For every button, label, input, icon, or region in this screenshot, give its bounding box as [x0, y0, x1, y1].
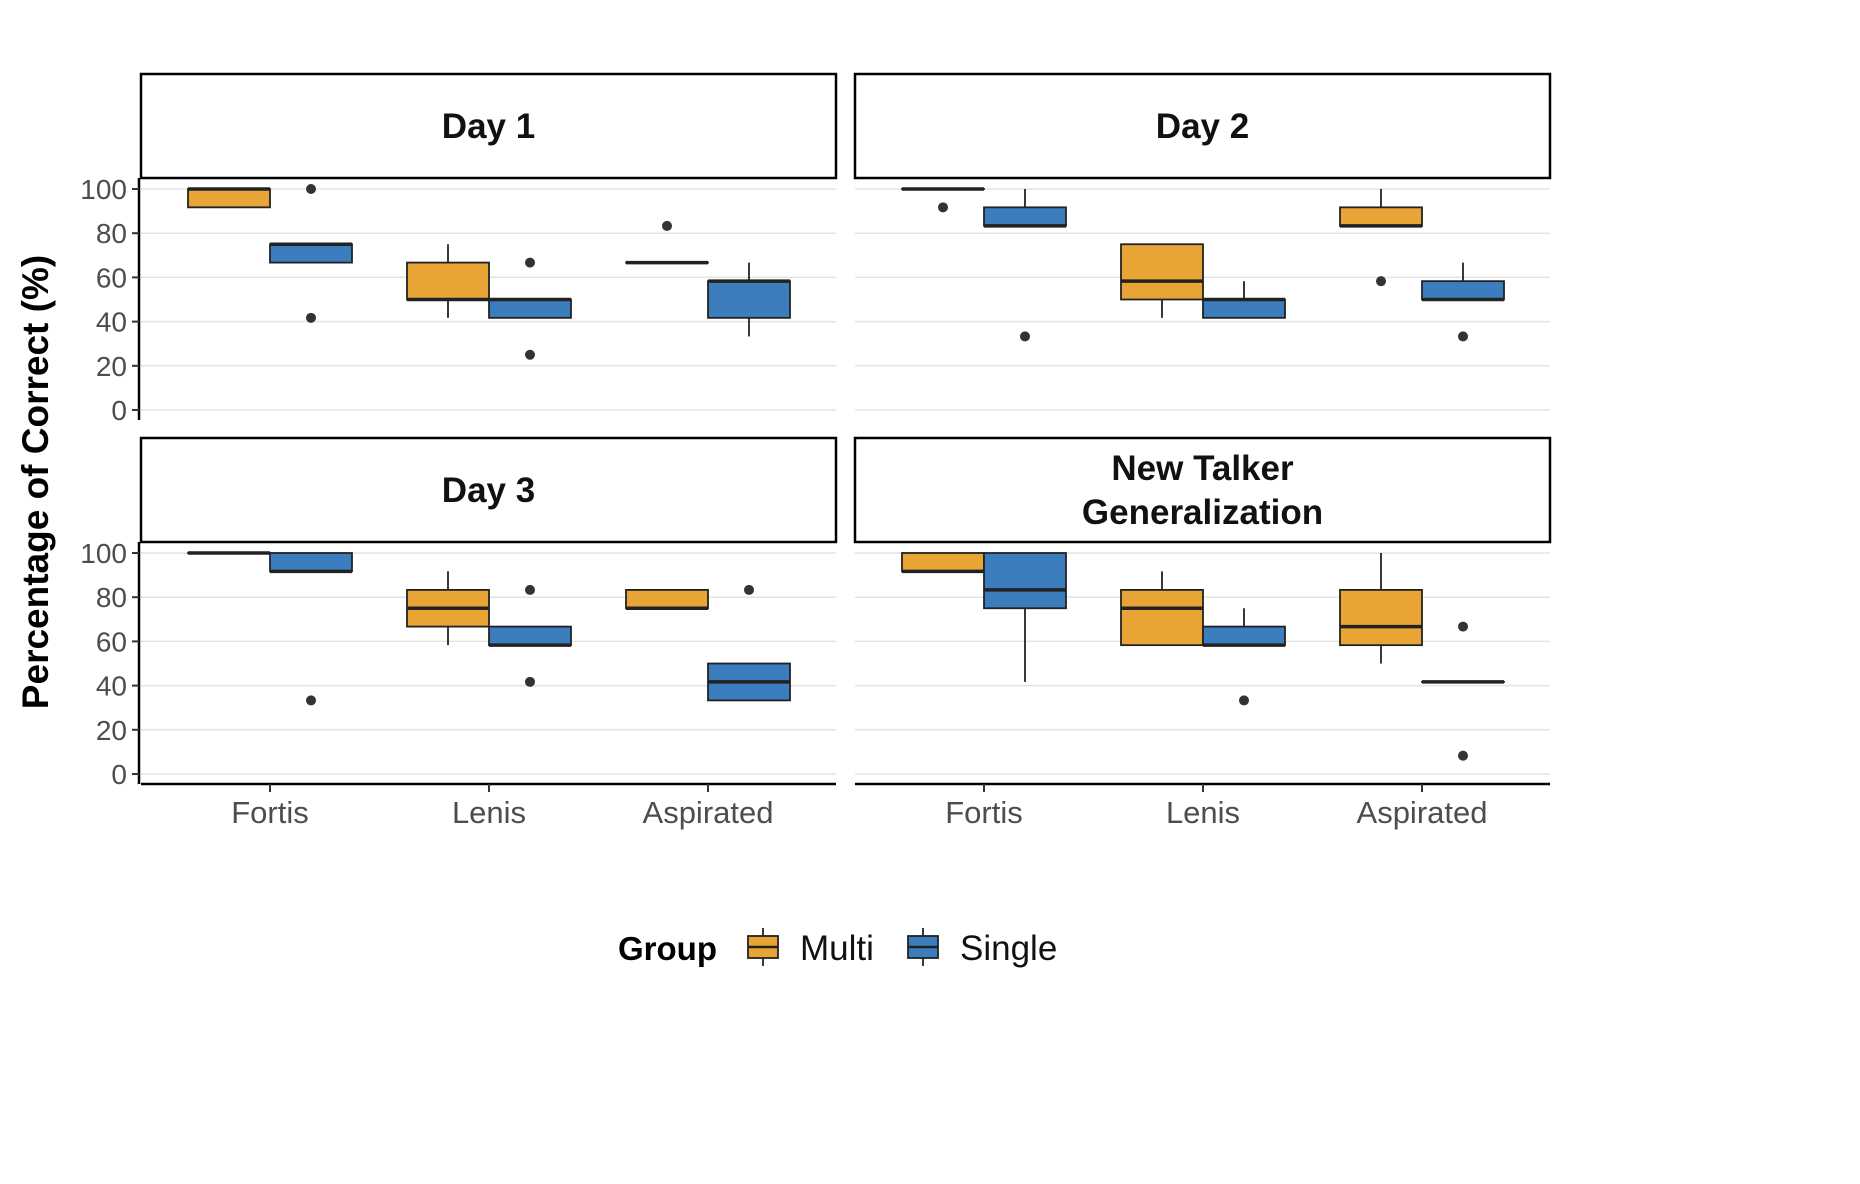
outlier-point: [662, 220, 672, 231]
outlier-point: [525, 584, 535, 595]
box-aspirated-single: [707, 584, 791, 702]
y-tick-label: 100: [80, 538, 127, 569]
legend-key-single: [907, 928, 939, 966]
box-iqr: [488, 625, 572, 647]
box-lenis-single: [1202, 281, 1286, 319]
box-aspirated-multi: [625, 220, 709, 265]
outlier-point: [744, 584, 754, 595]
legend-label: Multi: [800, 929, 874, 968]
box-lenis-single: [1202, 608, 1286, 706]
panel-strip: [853, 72, 1552, 180]
box-fortis-multi: [901, 552, 985, 574]
box-iqr: [1120, 243, 1204, 301]
legend-key-multi: [747, 928, 779, 966]
panels: Day 1 0 20 40 60 80 100 Day 2 Day 3 0 20 40 60 80 100 F…: [80, 72, 1552, 830]
box-iqr: [707, 280, 791, 319]
box-iqr: [1120, 589, 1204, 647]
y-tick-label: 60: [96, 626, 127, 657]
outlier-point: [525, 257, 535, 268]
x-tick-label: Lenis: [1166, 795, 1240, 830]
y-tick-label: 20: [96, 351, 127, 382]
legend-label: Single: [960, 929, 1057, 968]
outlier-point: [1458, 750, 1468, 761]
box-iqr: [1202, 625, 1286, 647]
box-fortis-single: [269, 184, 353, 323]
y-tick-label: 0: [111, 759, 127, 790]
panel-2: Day 2: [853, 72, 1552, 411]
outlier-point: [525, 349, 535, 360]
outlier-point: [306, 184, 316, 194]
x-tick-label: Lenis: [452, 795, 526, 830]
outlier-point: [1020, 331, 1030, 342]
box-iqr: [901, 552, 985, 573]
outlier-point: [1239, 695, 1249, 706]
box-iqr: [983, 206, 1067, 227]
box-fortis-single: [269, 552, 353, 706]
y-axis-label: Percentage of Correct (%): [15, 255, 56, 709]
panel-1: Day 1 0 20 40 60 80 100: [80, 72, 838, 426]
panel-4: New Talker Generalization Fortis Lenis Aspir…: [853, 436, 1552, 830]
y-tick-label: 80: [96, 582, 127, 613]
box-aspirated-single: [1421, 262, 1505, 342]
x-tick-label: Aspirated: [1357, 795, 1488, 830]
x-tick-label: Fortis: [945, 795, 1023, 830]
box-iqr: [1339, 206, 1423, 227]
outlier-point: [1458, 331, 1468, 342]
faceted-boxplot-chart: Percentage of Correct (%) Day 1 0 20 40 60 80…: [15, 72, 1552, 968]
box-iqr: [406, 261, 490, 301]
outlier-point: [938, 202, 948, 213]
y-tick-label: 80: [96, 218, 127, 249]
box-fortis-single: [983, 189, 1067, 342]
x-tick-label: Aspirated: [643, 795, 774, 830]
outlier-point: [306, 695, 316, 706]
box-lenis-multi: [1120, 571, 1204, 647]
box-fortis-multi: [901, 187, 985, 213]
panel-strip: [853, 436, 1552, 544]
y-tick-label: 40: [96, 671, 127, 702]
outlier-point: [525, 676, 535, 687]
panel-strip: [139, 72, 838, 180]
y-tick-label: 0: [111, 395, 127, 426]
box-aspirated-multi: [1339, 553, 1423, 664]
box-aspirated-multi: [625, 589, 709, 610]
box-iqr: [625, 589, 709, 610]
y-tick-label: 40: [96, 307, 127, 338]
box-lenis-multi: [406, 244, 490, 318]
panel-title: Day 1: [442, 107, 535, 146]
box-iqr: [488, 298, 572, 319]
box-iqr: [269, 552, 353, 573]
box-iqr: [983, 552, 1067, 610]
box-fortis-multi: [187, 187, 271, 209]
box-lenis-multi: [406, 571, 490, 646]
panel-strip: [139, 436, 838, 544]
legend-title: Group: [618, 930, 717, 967]
y-tick-label: 60: [96, 262, 127, 293]
box-lenis-single: [488, 584, 572, 687]
y-tick-label: 20: [96, 715, 127, 746]
outlier-point: [306, 312, 316, 323]
panel-3: Day 3 0 20 40 60 80 100 Fortis Lenis Aspirated: [80, 436, 838, 830]
box-lenis-single: [488, 257, 572, 360]
panel-title: Day 3: [442, 471, 535, 510]
outlier-point: [1458, 621, 1468, 632]
box-iqr: [1202, 298, 1286, 319]
y-tick-label: 100: [80, 174, 127, 205]
box-aspirated-single: [707, 262, 791, 337]
box-aspirated-multi: [1339, 189, 1423, 287]
panel-title: Day 2: [1156, 107, 1249, 146]
legend: Group Multi Single: [618, 928, 1057, 968]
box-iqr: [1421, 280, 1505, 301]
outlier-point: [1376, 276, 1386, 287]
box-aspirated-single: [1421, 621, 1505, 761]
box-iqr: [1339, 589, 1423, 647]
box-lenis-multi: [1120, 243, 1204, 318]
box-iqr: [187, 188, 271, 209]
box-iqr: [269, 243, 353, 264]
panel-title: Generalization: [1082, 493, 1323, 532]
box-fortis-single: [983, 552, 1067, 682]
x-tick-label: Fortis: [231, 795, 309, 830]
panel-title: New Talker: [1111, 449, 1294, 488]
